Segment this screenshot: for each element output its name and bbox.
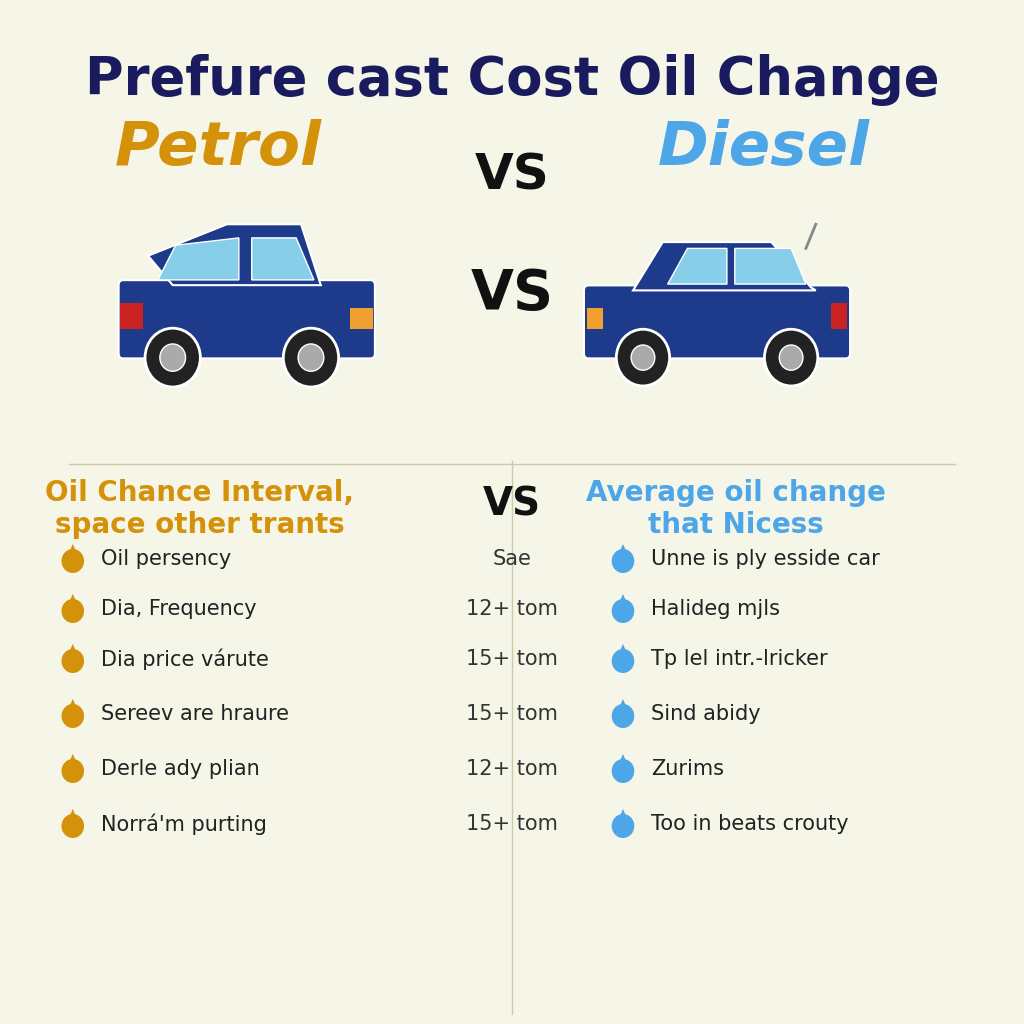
Circle shape <box>284 329 339 387</box>
Text: Average oil change
that Nicess: Average oil change that Nicess <box>586 479 886 540</box>
Polygon shape <box>68 594 79 607</box>
Text: Sae: Sae <box>493 549 531 569</box>
Polygon shape <box>61 759 84 783</box>
Polygon shape <box>633 242 816 291</box>
Text: Tp lel intr.-lricker: Tp lel intr.-lricker <box>651 649 827 669</box>
Polygon shape <box>68 644 79 657</box>
Polygon shape <box>350 308 373 330</box>
Polygon shape <box>611 705 634 728</box>
Circle shape <box>765 330 818 386</box>
Polygon shape <box>611 759 634 783</box>
Text: Petrol: Petrol <box>115 119 323 178</box>
Polygon shape <box>735 249 806 284</box>
Text: Diesel: Diesel <box>658 119 870 178</box>
Polygon shape <box>68 754 79 767</box>
Polygon shape <box>830 303 848 330</box>
Text: Oil persency: Oil persency <box>101 549 231 569</box>
Text: 12+ tom: 12+ tom <box>466 599 558 618</box>
Polygon shape <box>617 809 629 822</box>
Polygon shape <box>158 238 239 280</box>
Text: 15+ tom: 15+ tom <box>466 649 558 669</box>
Text: Zurims: Zurims <box>651 759 724 779</box>
Polygon shape <box>611 599 634 623</box>
Text: Too in beats crouty: Too in beats crouty <box>651 814 849 834</box>
Circle shape <box>145 329 201 387</box>
Text: 15+ tom: 15+ tom <box>466 705 558 724</box>
Text: VS: VS <box>483 485 541 523</box>
Polygon shape <box>61 705 84 728</box>
Text: Norrá'm purting: Norrá'm purting <box>101 813 267 835</box>
Text: VS: VS <box>475 152 549 200</box>
Text: Sind abidy: Sind abidy <box>651 705 761 724</box>
Text: Halideg mjls: Halideg mjls <box>651 599 780 618</box>
Polygon shape <box>611 649 634 673</box>
Circle shape <box>631 345 654 371</box>
Polygon shape <box>61 814 84 838</box>
Circle shape <box>616 330 670 386</box>
Polygon shape <box>68 544 79 557</box>
Circle shape <box>160 344 185 372</box>
Polygon shape <box>668 249 727 284</box>
Text: Unne is ply esside car: Unne is ply esside car <box>651 549 880 569</box>
Text: Sereev are hraure: Sereev are hraure <box>101 705 289 724</box>
Polygon shape <box>68 809 79 822</box>
Polygon shape <box>617 754 629 767</box>
Polygon shape <box>611 549 634 573</box>
Polygon shape <box>617 644 629 657</box>
Text: Prefure cast Cost Oil Change: Prefure cast Cost Oil Change <box>85 54 939 106</box>
Polygon shape <box>121 303 143 330</box>
Polygon shape <box>617 594 629 607</box>
Text: Dia price várute: Dia price várute <box>101 648 269 670</box>
Polygon shape <box>587 308 603 330</box>
Polygon shape <box>148 224 321 285</box>
Polygon shape <box>61 599 84 623</box>
Text: 12+ tom: 12+ tom <box>466 759 558 779</box>
Polygon shape <box>68 699 79 712</box>
Polygon shape <box>61 549 84 573</box>
Polygon shape <box>252 238 314 280</box>
Text: 15+ tom: 15+ tom <box>466 814 558 834</box>
Polygon shape <box>611 814 634 838</box>
Text: VS: VS <box>470 267 554 321</box>
FancyBboxPatch shape <box>119 281 375 358</box>
Text: Oil Chance Interval,
space other trants: Oil Chance Interval, space other trants <box>45 479 354 540</box>
Polygon shape <box>617 699 629 712</box>
Text: Derle ady plian: Derle ady plian <box>101 759 260 779</box>
FancyBboxPatch shape <box>584 286 850 358</box>
Polygon shape <box>61 649 84 673</box>
Text: Dia, Frequency: Dia, Frequency <box>101 599 257 618</box>
Circle shape <box>298 344 324 372</box>
Circle shape <box>779 345 803 371</box>
Polygon shape <box>617 544 629 557</box>
